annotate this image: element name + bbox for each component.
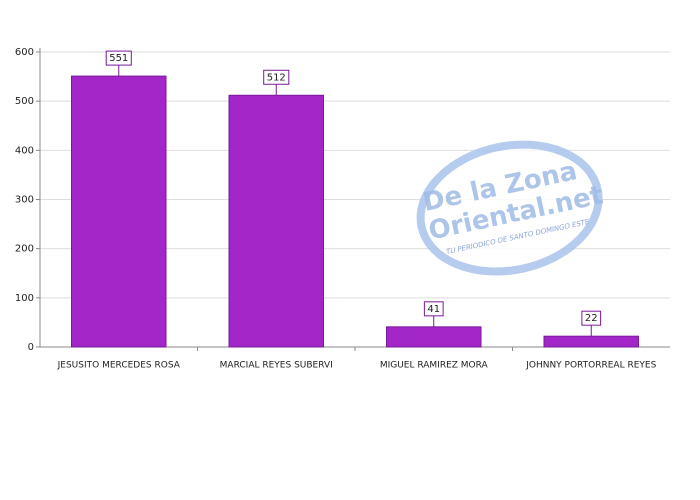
bar xyxy=(386,326,482,348)
y-tick-label: 500 xyxy=(15,96,34,107)
value-label: 512 xyxy=(267,72,286,83)
x-tick-label: MIGUEL RAMIREZ MORA xyxy=(380,361,489,371)
y-tick-label: 300 xyxy=(15,195,34,206)
y-tick-label: 200 xyxy=(15,244,34,255)
value-label: 41 xyxy=(427,304,440,315)
value-label: 22 xyxy=(585,313,598,324)
value-label-box xyxy=(423,301,444,317)
y-tick-label: 0 xyxy=(28,342,34,353)
y-tick-label: 600 xyxy=(15,47,34,58)
value-label-box xyxy=(105,50,132,66)
bar xyxy=(543,335,639,348)
y-tick-label: 400 xyxy=(15,145,34,156)
x-tick-label: JOHNNY PORTORREAL REYES xyxy=(525,361,656,371)
bar xyxy=(228,94,324,348)
y-tick-label: 100 xyxy=(15,293,34,304)
bar xyxy=(71,75,167,348)
value-label-box xyxy=(263,69,290,85)
x-tick-label: MARCIAL REYES SUBERVI xyxy=(220,361,333,371)
watermark-ring xyxy=(416,140,603,276)
value-label-box xyxy=(581,310,602,326)
value-label: 551 xyxy=(109,53,128,64)
x-tick-label: JESUSITO MERCEDES ROSA xyxy=(57,361,181,371)
watermark: De la Zona Oriental.net TU PERIODICO DE … xyxy=(416,140,606,276)
